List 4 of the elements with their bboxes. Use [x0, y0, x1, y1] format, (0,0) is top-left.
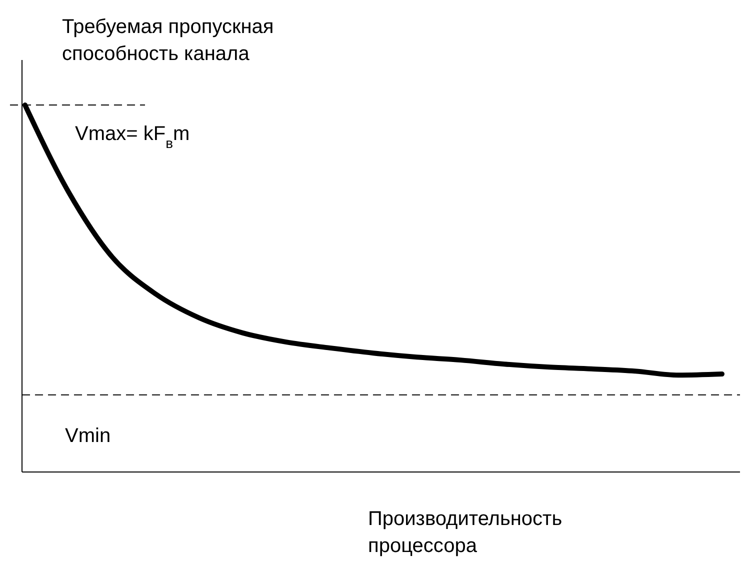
ref-line-label: Vmax= kF$_{в}$m	[75, 123, 190, 151]
y-axis-title: Требуемая пропускная способность канала	[62, 16, 274, 65]
ref-line-label: Vmin	[65, 424, 111, 447]
x-axis-title: Производительность процессора	[368, 508, 562, 557]
